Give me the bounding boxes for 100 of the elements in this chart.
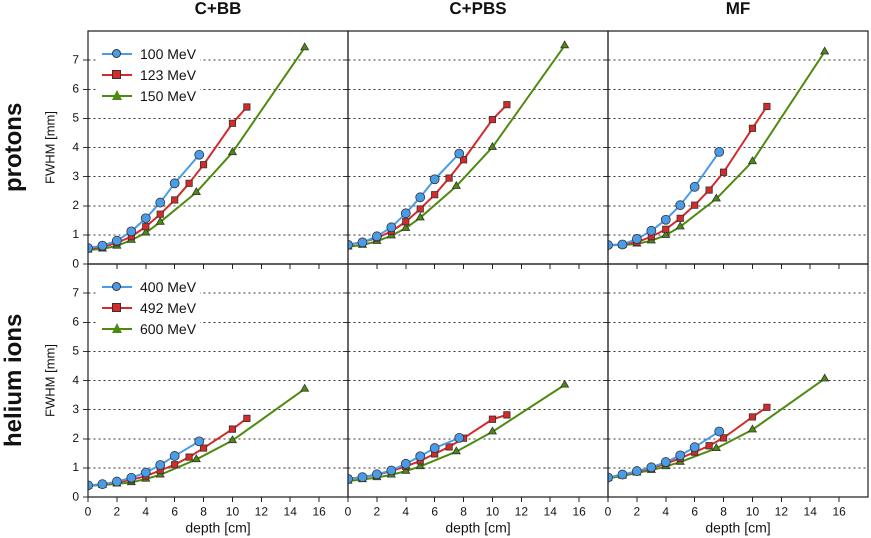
text: protons [0,102,28,194]
x-tick-label: 10 [226,504,240,519]
point [454,432,464,443]
point [763,404,770,411]
y-tick-label: 5 [72,110,80,125]
point [488,416,496,423]
chart-title: C+PBS [448,0,508,19]
x-tick-label: 2 [634,504,641,519]
point [112,236,122,246]
point [431,191,438,198]
point [454,148,464,159]
point [503,411,510,418]
x-tick-label: 8 [460,504,468,519]
x-tick-label: 8 [200,504,208,519]
point [126,226,136,236]
y-tick-label: 0 [72,489,80,504]
point [194,436,204,446]
point [372,231,382,242]
point [488,142,497,150]
y-tick-label: 4 [72,140,80,154]
chart-title: MF [724,0,752,19]
x-tick-label: 4 [662,504,670,519]
point [430,443,440,453]
x-axis-title: depth [cm] [445,519,511,536]
point [748,156,757,164]
point [430,174,440,184]
point [675,450,686,460]
x-tick-label: 6 [691,504,698,519]
point [676,214,684,222]
point [720,434,728,442]
point [676,222,685,230]
point [155,198,166,208]
x-tick-label: 6 [171,504,178,519]
x-tick-label: 16 [312,504,326,519]
point [820,46,829,54]
point [228,120,236,127]
legend-label: 123 MeV [140,66,196,82]
x-tick-label: 2 [114,504,121,519]
y-tick-label: 2 [72,431,80,446]
legend-label: 492 MeV [140,300,196,316]
point [415,451,426,462]
point [452,446,461,454]
x-tick-label: 0 [84,504,92,519]
point [171,196,178,204]
y-tick-label: 3 [72,168,80,183]
point [714,426,724,436]
x-tick-label: 12 [254,504,268,519]
point [488,116,496,124]
point [400,458,411,469]
y-tick-label: 3 [72,402,80,416]
x-tick-label: 16 [572,504,586,519]
point [415,192,426,202]
point [820,374,829,382]
point [675,200,686,210]
point [228,148,237,156]
point [243,414,250,422]
point [140,468,151,478]
y-tick-label: 4 [72,372,80,387]
point [155,460,166,470]
x-tick-label: 0 [604,504,612,519]
x-axis-title: depth [cm] [705,519,771,536]
point [416,205,424,213]
point [691,202,698,209]
point [560,380,569,388]
chart-title: C+BB [194,0,242,19]
y-tick-label: 5 [72,344,80,358]
point [228,436,237,444]
y-tick-label: 6 [72,82,80,96]
x-tick-label: 12 [514,504,528,519]
point [748,413,756,420]
point [386,222,396,232]
x-tick-label: 4 [402,504,410,519]
point [748,424,757,432]
point [192,187,201,196]
point [156,210,164,218]
point [186,454,193,461]
point [200,444,208,452]
point [194,150,204,160]
point [632,234,642,244]
point [171,461,178,468]
point [300,384,309,392]
legend-label: 400 MeV [140,278,196,294]
legend-label: 100 MeV [140,46,196,62]
point [300,42,309,50]
legend-label: 150 MeV [140,88,196,104]
y-axis-title: FWHM [mm] [42,344,58,417]
point [126,472,136,483]
point [720,168,728,176]
text: helium ions [0,312,28,450]
y-tick-label: 1 [72,460,80,474]
point [488,426,497,434]
point [98,240,108,251]
point [660,457,671,467]
point [690,182,700,192]
point [646,226,656,236]
point [140,213,151,224]
point [186,180,193,187]
x-tick-label: 14 [804,504,818,519]
point [402,218,410,226]
x-tick-label: 8 [720,504,728,519]
